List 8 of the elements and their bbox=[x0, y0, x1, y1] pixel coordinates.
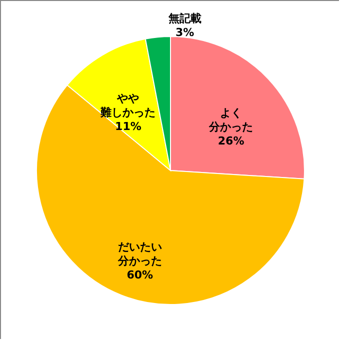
slice-label: よく分かった bbox=[208, 106, 254, 134]
slice-label: やや難しかった bbox=[100, 92, 156, 119]
slice-label: 無記載 bbox=[167, 12, 202, 26]
slice-label: だいたい分かった bbox=[116, 240, 162, 268]
data-label: 3% bbox=[175, 26, 194, 40]
data-label: 60% bbox=[126, 268, 154, 282]
data-label: 26% bbox=[218, 134, 244, 148]
data-label: 11% bbox=[115, 120, 142, 133]
